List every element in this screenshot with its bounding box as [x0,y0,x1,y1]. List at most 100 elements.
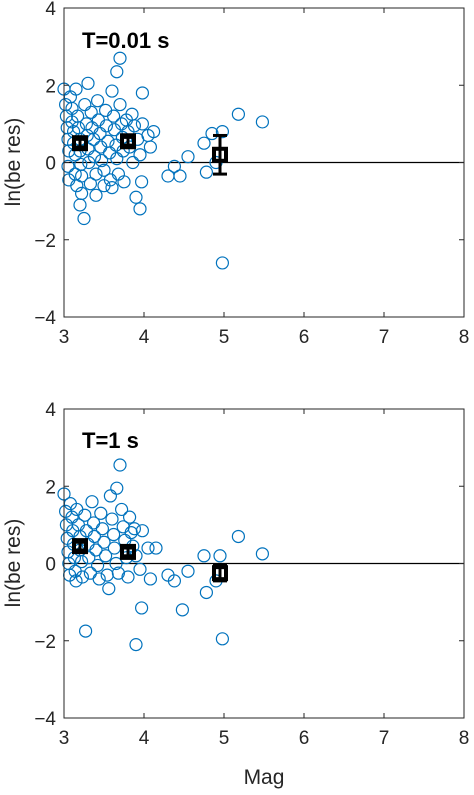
data-point [181,150,195,164]
data-point [73,198,87,212]
data-point [129,638,143,652]
data-point [114,117,129,131]
data-point [181,564,195,578]
data-point [61,159,75,173]
bin-mean-marker [120,543,136,560]
data-point [78,97,92,112]
data-point [255,115,269,129]
data-point [89,188,103,202]
data-point [85,495,99,509]
data-point [123,510,137,524]
data-point [74,554,89,569]
data-point [99,119,114,133]
data-point [135,524,149,538]
data-point [147,125,161,139]
data-point [111,566,126,580]
data-point [95,522,110,536]
data-point [127,522,141,536]
data-point [110,152,124,166]
data-point [69,82,83,96]
x-tick-label: 8 [459,327,470,348]
data-point [89,167,103,181]
data-point [103,489,118,503]
data-point [102,582,116,596]
x-tick-label: 5 [219,728,230,749]
y-tick-label: 0 [45,555,56,576]
y-axis-label: ln(be res) [2,519,25,608]
data-point [93,126,107,141]
y-tick-label: −4 [34,709,56,730]
data-point [109,556,123,571]
bin-mean-marker [212,565,228,582]
data-point [75,570,90,584]
data-point [84,105,98,119]
data-point [97,163,111,177]
data-point [77,211,91,226]
data-point [215,125,229,139]
data-point [173,169,187,183]
data-point [92,572,106,586]
data-point [89,543,103,557]
data-point [205,126,219,141]
data-point [97,535,111,549]
data-point [167,574,181,588]
data-point [149,541,163,555]
y-tick-label: −4 [34,308,56,329]
x-axis-label: Mag [244,766,285,789]
data-point [69,574,83,588]
y-tick-label: 0 [45,154,56,175]
data-point [133,148,147,162]
data-point [94,506,108,520]
data-point [213,549,227,563]
data-point [255,547,269,561]
x-tick-label: 7 [379,728,390,749]
data-point [106,109,121,123]
data-point [127,119,141,133]
data-point [81,76,95,90]
data-point [215,632,229,646]
data-point [105,512,119,526]
data-point [94,153,109,168]
data-point [110,481,124,495]
data-point [167,159,181,173]
x-tick-label: 3 [59,728,70,749]
data-point [110,65,124,79]
data-point [113,97,127,112]
bin-mean-marker [72,135,88,152]
data-point [231,529,245,544]
data-point [197,549,211,563]
data-point [87,150,102,164]
data-point [215,256,229,270]
data-point [82,551,96,565]
bin-mean-marker [72,538,88,555]
data-point [129,190,143,204]
data-point [197,136,211,150]
x-tick-label: 7 [379,327,390,348]
x-tick-label: 8 [459,728,470,749]
data-point [113,51,127,65]
panel-t001: T=0.01 s ln(be res) 3 4 5 6 7 8 −4 −2 0 2 4 [2,0,469,348]
y-tick-label: 4 [45,0,56,20]
data-point [105,181,119,195]
bin-mean-marker [212,146,228,163]
data-point [90,94,105,108]
data-point [175,603,189,617]
data-point [78,508,92,522]
data-point [135,601,149,615]
data-point [121,570,135,584]
data-point [98,549,113,563]
data-point [143,572,157,586]
data-point [90,558,105,573]
x-tick-label: 3 [59,327,70,348]
x-tick-label: 6 [299,327,310,348]
data-point [135,175,149,189]
data-point [135,117,149,131]
data-point [78,624,93,638]
y-tick-label: 2 [45,477,56,498]
data-point [114,502,129,517]
data-point [231,107,245,121]
panel-t1: T=1 s ln(be res) Mag 3 4 5 6 7 8 −4 −2 0 2 4 [2,400,469,789]
data-point [143,140,157,154]
data-point [87,529,102,544]
